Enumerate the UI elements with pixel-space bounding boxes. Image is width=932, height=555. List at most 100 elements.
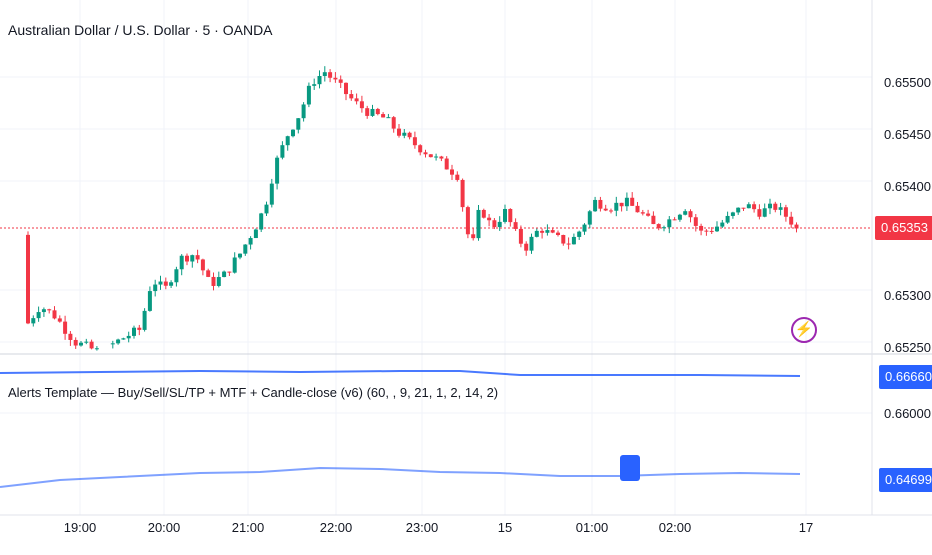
indicator-label[interactable]: Alerts Template — Buy/Sell/SL/TP + MTF +… (8, 385, 499, 400)
indicator-lower-tag: 0.64699 (879, 468, 932, 492)
candle-body (741, 207, 746, 209)
candle-body (222, 271, 227, 278)
candle-body (296, 118, 301, 130)
candle-body (174, 269, 179, 283)
candle-body (545, 230, 550, 233)
candle-body (513, 222, 518, 229)
candle-body (450, 169, 454, 175)
candle-body (593, 199, 598, 212)
candle-body (89, 341, 94, 349)
candle-body (789, 216, 794, 225)
indicator-lower-line (0, 466, 801, 488)
candle-body (715, 226, 719, 232)
price-axis-tick: 0.65450 (884, 127, 931, 142)
candle-body (365, 108, 370, 116)
candle-body (603, 208, 608, 211)
candle-body (677, 214, 682, 220)
candle-body (317, 76, 322, 85)
candle-body (662, 227, 666, 229)
candle-body (253, 229, 258, 239)
candle-body (720, 222, 725, 227)
price-axis-tick: 0.65500 (884, 75, 931, 90)
symbol-title[interactable]: Australian Dollar / U.S. Dollar · 5 · OA… (8, 22, 273, 38)
candle-body (84, 341, 89, 343)
candle-body (709, 230, 714, 232)
candle-body (428, 154, 433, 158)
indicator-upper-tag: 0.66660 (879, 365, 932, 389)
candle-body (598, 199, 603, 209)
candle-body (402, 132, 407, 136)
candle-body (338, 79, 343, 83)
candle-body (397, 128, 401, 136)
candle-body (79, 342, 83, 346)
candle-body (757, 209, 762, 217)
last-price-tag: 0.65353 (875, 216, 932, 240)
candle-body (142, 310, 147, 330)
candle-body (52, 310, 57, 319)
candle-body (147, 291, 152, 311)
time-axis-tick: 20:00 (148, 520, 181, 535)
candle-body (556, 232, 560, 236)
candle-body (656, 224, 661, 229)
candle-body (73, 339, 78, 346)
candle-body (587, 211, 592, 225)
candle-body (259, 213, 264, 230)
candle-body (640, 212, 645, 214)
candle-body (566, 243, 571, 245)
candle-body (518, 228, 523, 244)
candle-body (137, 327, 142, 330)
candle-body (275, 157, 280, 184)
candle-body (571, 236, 576, 245)
indicator-upper-line (0, 369, 801, 377)
candle-body (243, 244, 248, 254)
candle-body (752, 204, 757, 210)
candle-body (391, 117, 396, 129)
candle-body (773, 203, 778, 210)
candle-body (455, 174, 460, 180)
candle-body (609, 210, 613, 212)
candle-body (418, 145, 423, 153)
candle-body (407, 132, 412, 138)
candle-body (730, 212, 735, 216)
candle-body (301, 104, 306, 119)
candle-body (423, 152, 428, 155)
candle-body (386, 117, 391, 119)
candle-body (312, 84, 317, 86)
candle-body (359, 101, 364, 109)
candle-body (672, 219, 677, 221)
candle-body (195, 255, 200, 260)
time-axis-tick: 02:00 (659, 520, 692, 535)
candle-body (582, 224, 587, 232)
candle-body (169, 282, 174, 286)
candle-body (561, 235, 566, 244)
candle-body (688, 211, 693, 218)
candle-body (291, 129, 295, 137)
candle-body (238, 253, 242, 258)
candle-body (110, 343, 115, 345)
candle-body (264, 204, 269, 214)
time-axis-tick: 23:00 (406, 520, 439, 535)
indicator-axis-tick: 0.66000 (884, 406, 931, 421)
candle-body (577, 231, 582, 237)
candle-body (503, 208, 507, 222)
candle-body (280, 145, 285, 158)
candle-body (746, 204, 751, 209)
candle-body (36, 312, 41, 319)
candle-body (465, 207, 470, 235)
candle-body (328, 72, 333, 78)
candle-body (434, 156, 439, 158)
candle-body (619, 202, 624, 207)
candle-body (232, 257, 237, 273)
candle-body (370, 108, 375, 116)
candle-body (354, 98, 359, 102)
lightning-bolt-icon[interactable]: ⚡ (791, 317, 817, 343)
candle-body (47, 309, 52, 311)
candle-body (651, 215, 656, 225)
candle-body (497, 221, 502, 228)
candle-body (285, 136, 290, 146)
candle-body (190, 255, 195, 262)
candle-body (375, 108, 380, 115)
price-axis-tick: 0.65400 (884, 179, 931, 194)
